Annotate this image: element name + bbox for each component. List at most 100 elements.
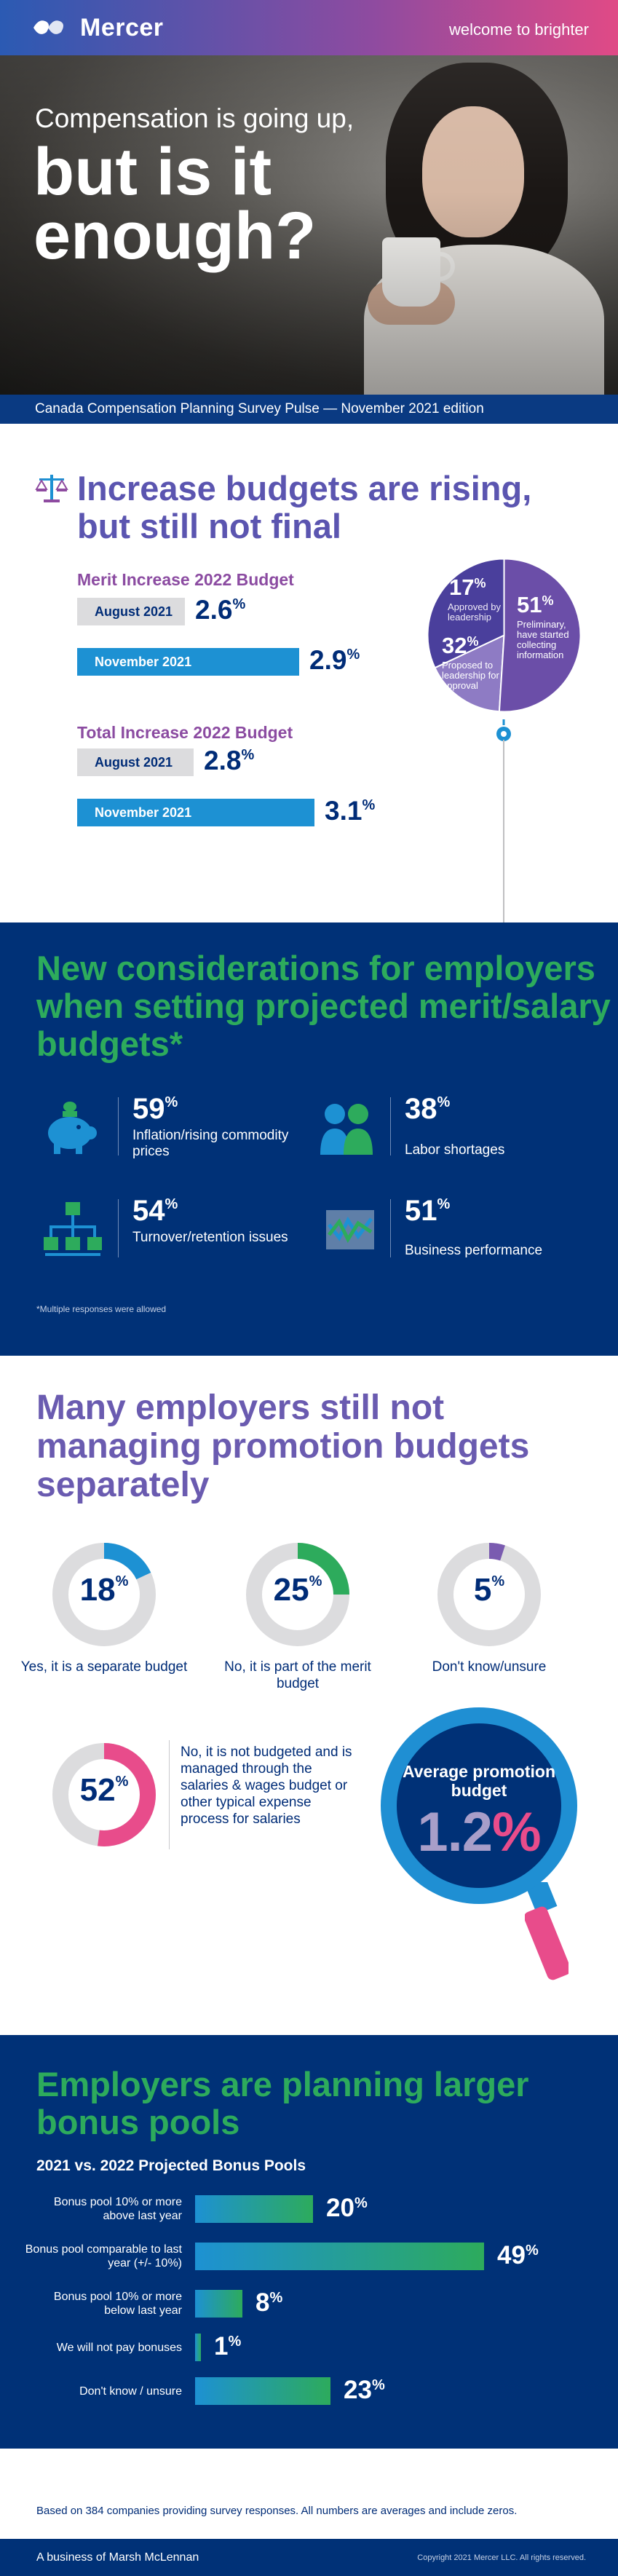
donut-not-budgeted-svg [52,1743,156,1846]
donut-unsure-svg [437,1543,541,1646]
donut-merit-svg [246,1543,349,1646]
donut-separate-svg [52,1543,156,1646]
photo-person-face [422,106,524,237]
section3-title: Many employers still not managing promot… [36,1388,530,1504]
pie-51-value: 51% [517,592,554,617]
brand-name: Mercer [80,13,164,42]
avg-promotion-title: Average promotion budget [402,1762,555,1800]
avg-promotion-value: 1.2% [417,1801,541,1863]
donut-arc [246,1543,349,1646]
bonus-section: Employers are planning larger bonus pool… [0,2035,618,2449]
merit-value-august: 2.6% [195,595,246,625]
performance-chart-icon [326,1210,374,1249]
total-bar-august: August 2021 [77,748,194,776]
stat-divider [118,1199,119,1257]
stat-value: 59% [132,1093,178,1125]
pie-slice-approved [434,633,505,713]
section1-title: Increase budgets are rising, but still n… [77,469,532,545]
bonus-value: 1% [214,2332,242,2360]
bonus-bar [195,2377,330,2405]
approval-pie-svg [427,558,582,713]
bonus-category-label: Bonus pool 10% or more below last year [53,2291,182,2317]
photo-cup [382,237,440,307]
donut-unsure: 5% [435,1540,544,1649]
pin-icon [496,719,511,741]
photo-cup-handle [433,252,455,281]
donut-arc [437,1543,541,1646]
stat-divider [118,1097,119,1155]
mercer-logo[interactable]: Mercer [32,13,164,42]
survey-basis-note: Based on 384 companies providing survey … [36,2505,518,2517]
bonus-bar [195,2195,313,2223]
stat-divider [390,1199,391,1257]
tagline: welcome to brighter [449,20,589,39]
magnifier-lens [397,1723,561,1888]
bonus-value: 49% [497,2241,539,2269]
footer-business-note: A business of Marsh McLennan [36,2551,199,2564]
merit-bar-august: August 2021 [77,598,185,625]
donut-arc [52,1743,156,1846]
bonus-category-label: We will not pay bonuses [56,2342,182,2354]
edition-banner: Canada Compensation Planning Survey Puls… [0,395,618,424]
pie-32-label: Proposed to leadership for approval [442,660,499,691]
stat-value: 54% [132,1195,178,1227]
bonus-category-label: Bonus pool comparable to last year (+/- … [25,2243,182,2269]
donut-value: 52% [79,1772,129,1808]
donut-merit-label: No, it is part of the merit budget [224,1659,371,1691]
donut-divider [169,1740,170,1849]
pie-32-value: 32% [442,633,479,658]
donut-value: 25% [273,1572,322,1608]
bonus-value: 23% [344,2376,385,2404]
merit-value-november: 2.9% [309,645,360,675]
scale-icon [35,475,68,502]
bonus-value: 8% [255,2288,283,2317]
people-icon [320,1104,373,1155]
stat-label: Turnover/retention issues [132,1230,288,1245]
mercer-logo-icon [33,20,63,34]
approval-pie: 17% Approved by leadership 32% Proposed … [426,557,582,714]
donut-not-budgeted-label: No, it is not budgeted and is managed th… [181,1745,352,1827]
donut-not-budgeted: 52% [49,1740,159,1849]
footer-copyright: Copyright 2021 Mercer LLC. All rights re… [417,2553,586,2562]
stat-value: 51% [405,1195,451,1227]
magnifier-handle-icon [525,1882,569,1980]
merit-budget-label: Merit Increase 2022 Budget [77,570,294,589]
hero-photo [0,55,618,395]
total-value-august: 2.8% [204,746,255,775]
footer: A business of Marsh McLennan Copyright 2… [0,2539,618,2576]
total-budget-label: Total Increase 2022 Budget [77,723,293,742]
stat-label: Business performance [405,1243,543,1258]
pin-stem [503,740,504,923]
stat-label: Labor shortages [405,1142,505,1158]
stat-value: 38% [405,1093,451,1125]
bonus-value: 20% [326,2194,368,2222]
magnifier-graphic: Average promotion budget 1.2% [381,1707,577,1980]
org-chart-icon [44,1202,102,1256]
bonus-category-label: Don't know / unsure [79,2385,182,2398]
donut-value: 18% [79,1572,129,1608]
stat-label: Inflation/rising commodity prices [132,1128,289,1159]
donut-unsure-label: Don't know/unsure [432,1659,547,1675]
bonus-bar [195,2243,484,2270]
pie-17-label: Approved by leadership [448,601,501,623]
total-value-november: 3.1% [325,796,376,826]
merit-bar-november: November 2021 [77,648,299,676]
hero-subtitle: Compensation is going up, [35,103,354,133]
section2-title: New considerations for employers when se… [36,949,611,1063]
pie-slice-preliminary [498,558,582,713]
stat-divider [390,1097,391,1155]
bonus-category-label: Bonus pool 10% or more above last year [53,2196,182,2222]
pie-17-value: 17% [449,574,486,600]
section4-title: Employers are planning larger bonus pool… [36,2065,529,2141]
photo-overlay [0,55,618,395]
donut-separate-label: Yes, it is a separate budget [20,1659,188,1675]
donut-value: 5% [473,1572,505,1608]
considerations-section: New considerations for employers when se… [0,922,618,1356]
section2-footnote: *Multiple responses were allowed [36,1304,167,1314]
donut-arc [52,1543,156,1646]
donut-merit: 25% [243,1540,352,1649]
pie-slice-proposed [427,558,505,669]
piggy-bank-icon [48,1102,97,1154]
section4-subtitle: 2021 vs. 2022 Projected Bonus Pools [36,2157,306,2174]
